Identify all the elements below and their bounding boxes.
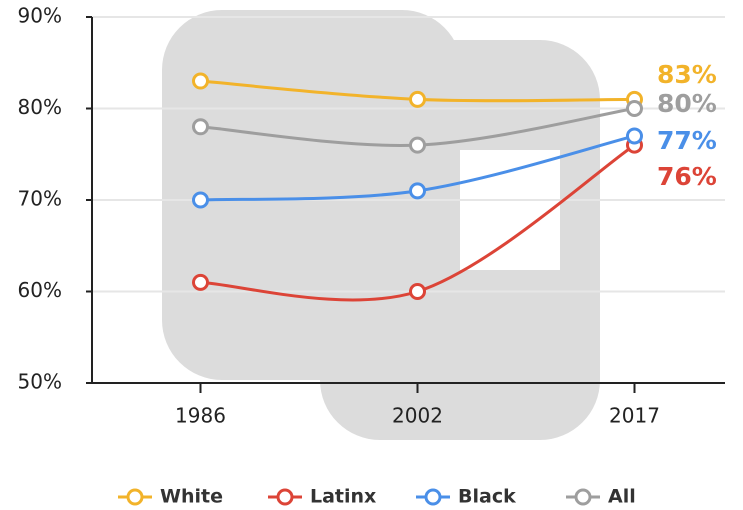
watermark-detail [460, 150, 560, 270]
legend-marker [126, 488, 144, 506]
y-tick-label: 70% [18, 187, 62, 211]
point [192, 118, 209, 136]
point [192, 273, 209, 291]
point [192, 72, 209, 90]
legend-label: Latinx [310, 486, 376, 508]
y-tick-label: 90% [18, 4, 62, 28]
point [626, 127, 643, 145]
point [409, 136, 426, 154]
x-tick-label: 2017 [609, 404, 660, 428]
point [192, 191, 209, 209]
point [409, 182, 426, 200]
y-tick-label: 80% [18, 95, 62, 119]
y-tick-label: 50% [18, 370, 62, 394]
end-label: 83% [657, 60, 717, 89]
x-tick-label: 1986 [175, 404, 226, 428]
x-tick-label: 2002 [392, 404, 443, 428]
y-tick-label: 60% [18, 278, 62, 302]
legend-marker [574, 488, 592, 506]
point [409, 283, 426, 300]
legend-marker [424, 488, 442, 506]
legend-label: All [608, 486, 636, 508]
end-label: 80% [657, 89, 717, 118]
point [626, 100, 643, 117]
legend-label: White [160, 486, 223, 508]
legend-label: Black [458, 486, 516, 508]
end-label: 76% [657, 162, 717, 191]
end-label: 77% [657, 126, 717, 155]
point [409, 90, 426, 108]
legend-marker [276, 488, 294, 506]
